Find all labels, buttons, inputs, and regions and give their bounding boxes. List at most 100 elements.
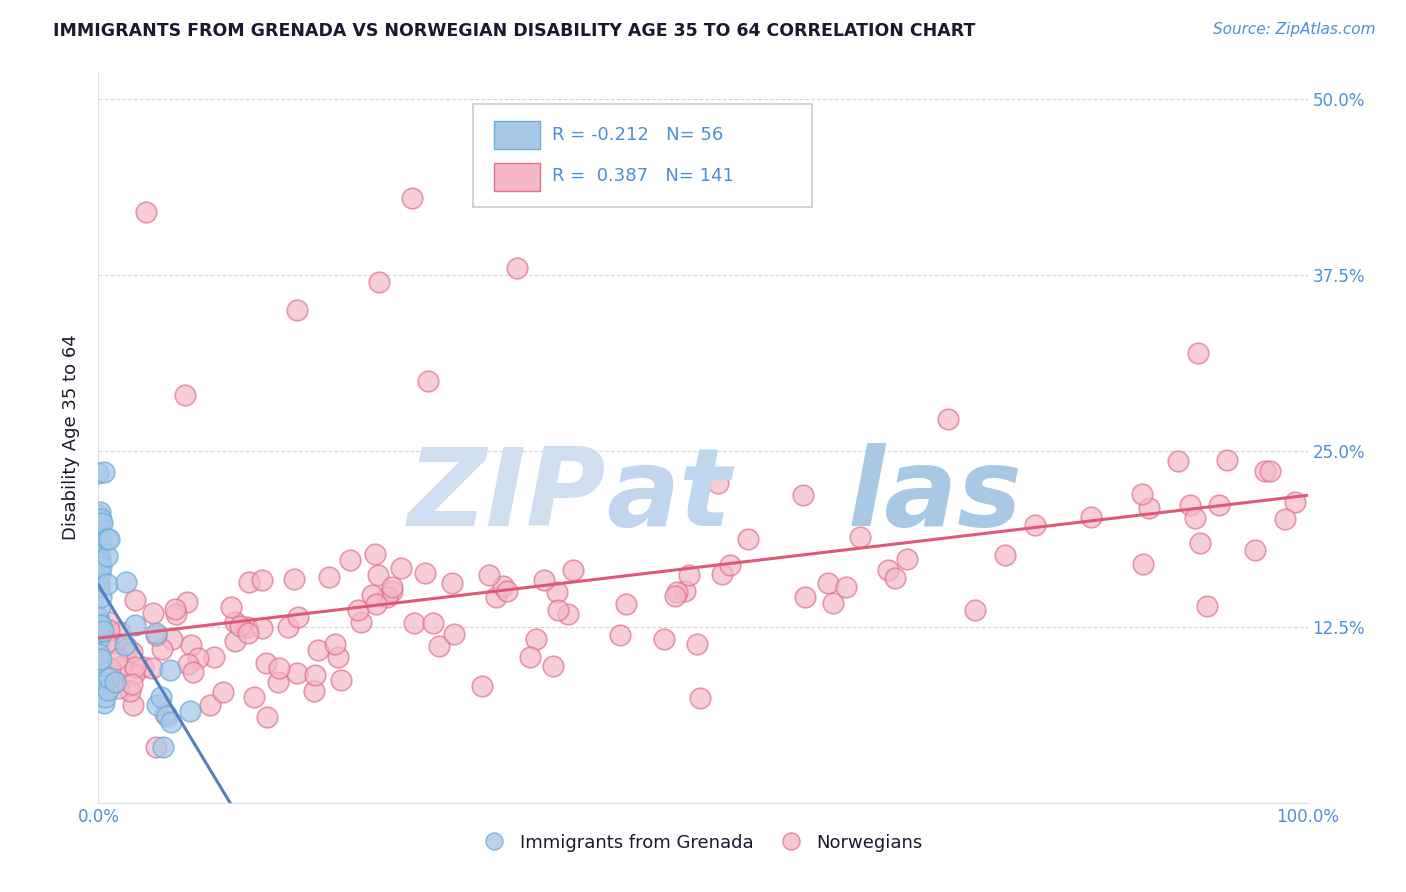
Point <box>87 624 110 639</box>
Point <box>87 544 110 558</box>
Point <box>471 679 494 693</box>
Point <box>145 739 167 754</box>
Point <box>89 566 111 581</box>
Point <box>238 575 260 590</box>
Point <box>107 681 129 696</box>
Point <box>1260 465 1282 479</box>
FancyBboxPatch shape <box>494 163 540 191</box>
Point <box>877 563 900 577</box>
Point <box>93 465 115 479</box>
Point <box>485 590 508 604</box>
Point <box>145 627 167 641</box>
Point <box>1080 509 1102 524</box>
Point <box>287 609 309 624</box>
Point <box>90 618 112 632</box>
Point <box>1132 557 1154 571</box>
Point <box>718 558 741 572</box>
Point <box>90 534 112 549</box>
Point <box>254 656 277 670</box>
Point <box>173 388 195 402</box>
Point <box>706 476 728 491</box>
Point <box>180 638 202 652</box>
Point <box>114 638 136 652</box>
Point <box>212 685 235 699</box>
Point <box>1178 498 1201 512</box>
Point <box>89 599 111 614</box>
Point <box>238 625 260 640</box>
Point <box>153 707 176 722</box>
Point <box>965 603 987 617</box>
Point <box>1187 345 1209 359</box>
Point <box>131 659 153 673</box>
Point <box>1243 542 1265 557</box>
Point <box>686 636 709 650</box>
Point <box>121 645 143 659</box>
Point <box>896 552 918 566</box>
Point <box>87 616 110 631</box>
Point <box>98 671 121 685</box>
Point <box>94 636 117 650</box>
Point <box>150 690 173 705</box>
Point <box>224 633 246 648</box>
Y-axis label: Disability Age 35 to 64: Disability Age 35 to 64 <box>62 334 80 540</box>
Text: Source: ZipAtlas.com: Source: ZipAtlas.com <box>1212 22 1375 37</box>
Point <box>361 588 384 602</box>
Point <box>90 511 112 525</box>
Point <box>96 549 118 564</box>
Point <box>87 623 110 637</box>
Point <box>689 690 711 705</box>
Point <box>120 684 142 698</box>
Point <box>339 553 361 567</box>
Point <box>87 538 110 552</box>
Point <box>794 591 817 605</box>
Point <box>562 563 585 577</box>
Point <box>349 615 371 629</box>
Point <box>105 651 128 665</box>
Point <box>104 674 127 689</box>
Point <box>283 572 305 586</box>
Point <box>89 541 111 555</box>
Point <box>652 632 675 646</box>
Point <box>87 517 110 532</box>
Point <box>1284 494 1306 508</box>
Point <box>89 557 111 571</box>
Point <box>98 615 121 630</box>
Point <box>325 637 347 651</box>
Point <box>150 642 173 657</box>
Point <box>124 618 146 632</box>
Point <box>304 684 326 698</box>
FancyBboxPatch shape <box>494 121 540 149</box>
Point <box>115 640 138 655</box>
Point <box>1184 510 1206 524</box>
Point <box>835 580 858 594</box>
Point <box>267 675 290 690</box>
Point <box>121 698 143 712</box>
Point <box>1274 512 1296 526</box>
Point <box>87 576 110 591</box>
Point <box>252 573 274 587</box>
Point <box>443 627 465 641</box>
Point <box>849 530 872 544</box>
Point <box>402 616 425 631</box>
Point <box>1130 487 1153 501</box>
Point <box>546 585 568 599</box>
Point <box>176 595 198 609</box>
Point <box>93 696 115 710</box>
Point <box>389 561 412 575</box>
Point <box>307 642 329 657</box>
Point <box>97 532 120 546</box>
Point <box>141 661 163 675</box>
Point <box>375 590 398 604</box>
Point <box>304 667 326 681</box>
Point <box>219 600 242 615</box>
Point <box>87 517 110 532</box>
Point <box>1216 453 1239 467</box>
Point <box>89 505 111 519</box>
Point <box>89 551 111 566</box>
Point <box>427 639 450 653</box>
Point <box>160 714 183 729</box>
Point <box>108 624 131 639</box>
Point <box>87 631 110 645</box>
Point <box>87 466 110 480</box>
Text: R = -0.212   N= 56: R = -0.212 N= 56 <box>551 126 723 144</box>
